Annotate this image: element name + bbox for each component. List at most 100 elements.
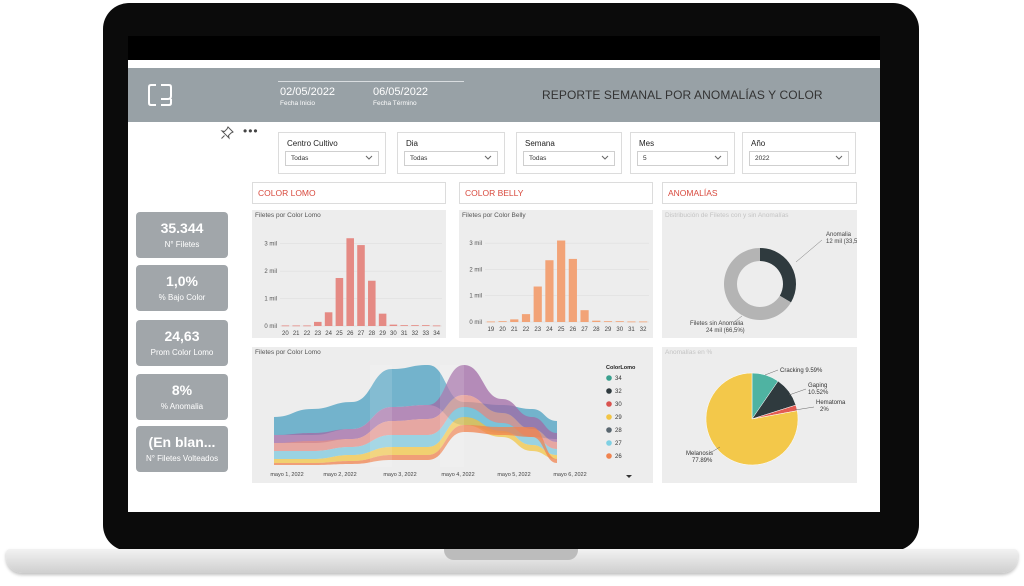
- filter-select-mes[interactable]: 5: [637, 151, 728, 166]
- kpi-card-filetes: 35.344 N° Filetes: [136, 212, 228, 258]
- filter-value: 5: [643, 155, 647, 162]
- fecha-inicio-value: 02/05/2022: [280, 86, 336, 98]
- legend-swatch: [606, 453, 612, 459]
- kpi-label: N° Filetes Volteados: [145, 454, 219, 463]
- bar: [639, 321, 648, 323]
- x-tick-label: 29: [379, 331, 386, 337]
- filter-select-dia[interactable]: Todas: [404, 151, 498, 166]
- legend-item: 30: [615, 402, 622, 408]
- panel-anomalias-pie: Anomalías en % Cracking 9.59% Gaping 10.…: [662, 347, 857, 483]
- bar: [627, 321, 636, 323]
- legend-item: 32: [615, 389, 622, 395]
- legend-item: 27: [615, 441, 622, 447]
- more-options-icon[interactable]: •••: [243, 124, 259, 138]
- section-title: COLOR LOMO: [258, 188, 316, 198]
- kpi-label: Prom Color Lomo: [150, 348, 214, 357]
- scroll-down-icon[interactable]: [626, 475, 632, 478]
- section-title: COLOR BELLY: [465, 188, 524, 198]
- x-tick-label: 31: [401, 331, 408, 337]
- filter-label: Mes: [639, 139, 655, 148]
- kpi-value: 8%: [171, 382, 193, 398]
- donut-slice: [724, 248, 791, 320]
- y-tick-label: 2 mil: [264, 269, 277, 275]
- kpi-value: 24,63: [164, 328, 200, 344]
- color-lomo-area-chart: mayo 1, 2022 mayo 2, 2022 mayo 3, 2022 mayo…: [270, 365, 636, 478]
- y-tick-label: 3 mil: [469, 241, 482, 247]
- leader-line: [733, 315, 743, 323]
- x-tick-label: mayo 3, 2022: [383, 472, 416, 478]
- section-title: ANOMALÍAS: [668, 188, 718, 198]
- kpi-value: 35.344: [160, 220, 204, 236]
- donut-label-anomalia: Anomalia: [826, 232, 852, 238]
- anomalia-donut-chart: Anomalia 12 mil (33,5%) Filetes sin Anom…: [690, 232, 857, 334]
- x-tick-label: 28: [368, 331, 375, 337]
- legend-item: 29: [615, 415, 622, 421]
- kpi-value: (En blan...: [148, 434, 216, 450]
- section-anomalias: ANOMALÍAS: [662, 182, 857, 204]
- y-tick-label: 0 mil: [264, 324, 277, 330]
- x-tick-label: 24: [546, 327, 553, 333]
- legend-item: 26: [615, 454, 622, 460]
- pie-label-cracking: Cracking 9.59%: [780, 368, 823, 374]
- chevron-down-icon: [601, 155, 609, 160]
- legend-swatch: [606, 375, 612, 381]
- kpi-value: 1,0%: [166, 273, 198, 289]
- fecha-termino-label: Fecha Término: [373, 100, 417, 107]
- chart-title: Filetes por Color Lomo: [255, 212, 321, 219]
- y-tick-label: 1 mil: [264, 297, 277, 303]
- x-tick-label: 26: [570, 327, 577, 333]
- bar: [422, 325, 430, 326]
- report-header: 02/05/2022 Fecha Inicio 06/05/2022 Fecha…: [128, 68, 880, 122]
- filter-label: Dia: [406, 139, 419, 148]
- x-tick-label: 23: [314, 331, 321, 337]
- pin-icon[interactable]: [220, 126, 234, 140]
- x-tick-label: 27: [358, 331, 365, 337]
- kpi-card-prom-color-lomo: 24,63 Prom Color Lomo: [136, 320, 228, 366]
- x-tick-label: 24: [325, 331, 332, 337]
- filter-select-ano[interactable]: 2022: [749, 151, 849, 166]
- leader-line: [709, 446, 721, 454]
- bar: [510, 319, 519, 322]
- bar: [615, 321, 624, 323]
- x-tick-label: 32: [412, 331, 419, 337]
- y-tick-label: 1 mil: [469, 294, 482, 300]
- x-tick-label: 30: [616, 327, 623, 333]
- legend-item: 34: [615, 376, 622, 382]
- legend-swatch: [606, 427, 612, 433]
- filter-semana: Semana Todas: [516, 132, 622, 174]
- y-tick-label: 3 mil: [264, 242, 277, 248]
- filter-select-centro-cultivo[interactable]: Todas: [285, 151, 379, 166]
- bar: [580, 310, 589, 322]
- x-tick-label: mayo 5, 2022: [497, 472, 530, 478]
- lomo-bar-chart: 0 mil 1 mil 2 mil 3 mil 20 21 22 23 24 25 26 27 28 29…: [264, 238, 442, 337]
- laptop-notch: [444, 549, 578, 560]
- donut-slice: [760, 248, 796, 303]
- bar: [314, 321, 322, 326]
- y-tick-label: 0 mil: [469, 320, 482, 326]
- kpi-label: N° Filetes: [164, 240, 200, 249]
- pie-detail-hematoma: 2%: [820, 407, 829, 413]
- filter-value: Todas: [291, 155, 309, 162]
- bar: [603, 321, 613, 323]
- bar: [557, 240, 566, 322]
- legend-swatch: [606, 414, 612, 420]
- leader-line: [795, 239, 823, 263]
- ribbon-band: [274, 407, 557, 459]
- bar: [400, 325, 408, 326]
- legend-title: ColorLomo: [606, 365, 636, 371]
- screen-top-bar: [128, 36, 880, 60]
- x-tick-label: 21: [511, 327, 518, 333]
- chevron-down-icon: [835, 155, 843, 160]
- x-tick-label: 22: [523, 327, 530, 333]
- anomalias-pie-chart: Cracking 9.59% Gaping 10.52% Hematoma 2%…: [686, 368, 846, 466]
- x-tick-label: 22: [304, 331, 311, 337]
- x-tick-label: 31: [628, 327, 635, 333]
- filter-select-semana[interactable]: Todas: [523, 151, 615, 166]
- donut-detail-anomalia: 12 mil (33,5%): [826, 239, 857, 245]
- x-tick-label: 28: [593, 327, 600, 333]
- filter-value: Todas: [410, 155, 428, 162]
- bar: [411, 325, 419, 326]
- belly-bar-chart: 0 mil 1 mil 2 mil 3 mil 19 20 21 22 23 24 25 26 27 28…: [469, 240, 649, 333]
- bar: [521, 314, 531, 322]
- x-tick-label: mayo 2, 2022: [323, 472, 356, 478]
